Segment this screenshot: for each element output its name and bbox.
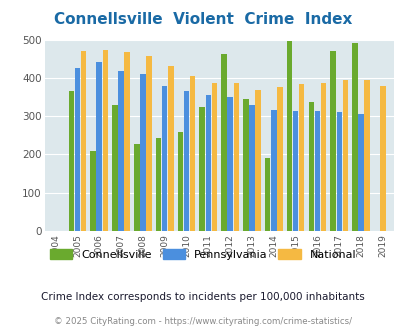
Bar bbox=[90, 150, 96, 231]
Bar bbox=[134, 144, 139, 231]
Bar bbox=[308, 102, 313, 231]
Bar bbox=[358, 114, 363, 231]
Bar bbox=[162, 85, 167, 231]
Bar bbox=[221, 54, 226, 231]
Bar bbox=[211, 83, 217, 231]
Bar bbox=[124, 52, 130, 231]
Bar bbox=[271, 111, 276, 231]
Text: © 2025 CityRating.com - https://www.cityrating.com/crime-statistics/: © 2025 CityRating.com - https://www.city… bbox=[54, 317, 351, 326]
Bar bbox=[177, 132, 183, 231]
Bar bbox=[156, 138, 161, 231]
Bar bbox=[96, 62, 102, 231]
Bar bbox=[227, 97, 232, 231]
Bar bbox=[264, 157, 270, 231]
Bar bbox=[364, 80, 369, 231]
Bar bbox=[183, 91, 189, 231]
Bar bbox=[81, 51, 86, 231]
Bar bbox=[205, 95, 211, 231]
Bar bbox=[243, 99, 248, 231]
Bar bbox=[292, 111, 298, 231]
Bar bbox=[330, 51, 335, 231]
Bar bbox=[68, 91, 74, 231]
Bar bbox=[75, 68, 80, 231]
Bar bbox=[168, 66, 173, 231]
Bar bbox=[102, 50, 108, 231]
Text: Crime Index corresponds to incidents per 100,000 inhabitants: Crime Index corresponds to incidents per… bbox=[41, 292, 364, 302]
Bar bbox=[352, 43, 357, 231]
Legend: Connellsville, Pennsylvania, National: Connellsville, Pennsylvania, National bbox=[50, 249, 355, 260]
Bar bbox=[118, 71, 124, 231]
Bar bbox=[379, 85, 385, 231]
Bar bbox=[146, 56, 151, 231]
Bar bbox=[342, 80, 347, 231]
Bar bbox=[190, 76, 195, 231]
Bar bbox=[199, 107, 205, 231]
Bar bbox=[112, 105, 117, 231]
Bar bbox=[298, 84, 304, 231]
Bar bbox=[320, 83, 326, 231]
Bar bbox=[233, 83, 239, 231]
Text: Connellsville  Violent  Crime  Index: Connellsville Violent Crime Index bbox=[54, 12, 351, 26]
Bar bbox=[249, 106, 254, 231]
Bar bbox=[277, 87, 282, 231]
Bar bbox=[140, 75, 145, 231]
Bar bbox=[286, 41, 292, 231]
Bar bbox=[336, 112, 341, 231]
Bar bbox=[255, 90, 260, 231]
Bar bbox=[314, 111, 320, 231]
